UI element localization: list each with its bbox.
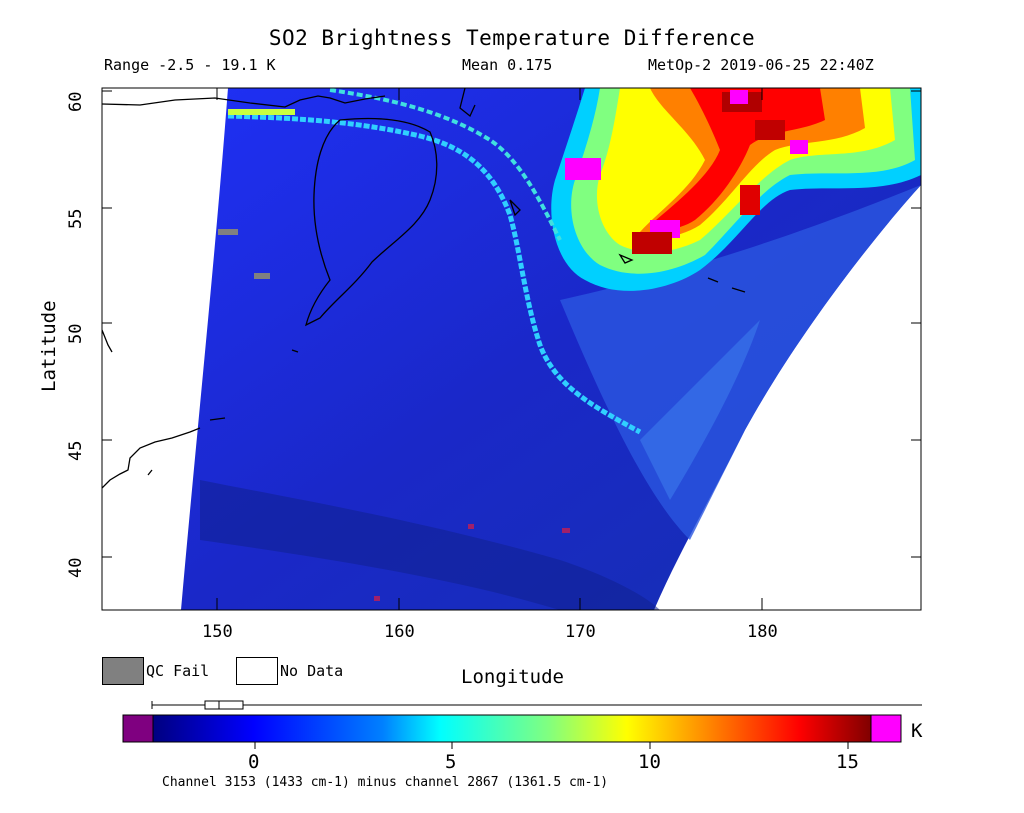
coastlines [102,88,746,489]
channel-caption: Channel 3153 (1433 cm-1) minus channel 2… [162,775,609,790]
x-axis-label: Longitude [461,666,564,688]
range-text: Range -2.5 - 19.1 K [104,56,276,74]
colorbar [152,714,872,743]
qc-fail-pixel [218,229,238,235]
so2-plume [551,88,921,291]
y-axis-label: Latitude [38,300,60,392]
colorbar-below-range [122,714,154,743]
colorbar-tick-label: 0 [248,751,260,773]
map-title: SO2 Brightness Temperature Difference [268,26,756,50]
colorbar-unit: K [911,720,923,742]
colorbar-tick-label: 10 [638,751,661,773]
colorbar-tick-label: 5 [445,751,457,773]
y-tick-label: 45 [66,440,86,461]
x-ticks [216,88,763,610]
colorbar-tick-label: 15 [836,751,859,773]
satellite-time-text: MetOp-2 2019-06-25 22:40Z [648,56,874,74]
y-ticks [102,90,921,558]
y-tick-label: 55 [66,208,86,229]
x-tick-label: 180 [747,622,778,642]
y-tick-label: 50 [66,323,86,344]
colorbar-ticks [254,742,849,749]
qc-fail-swatch [102,657,144,685]
x-tick-label: 170 [565,622,596,642]
mean-text: Mean 0.175 [462,56,553,74]
x-tick-label: 150 [202,622,233,642]
qc-fail-pixel [254,273,270,279]
plot-frame [101,87,922,611]
no-data-swatch [236,657,278,685]
distribution-indicator [151,700,922,710]
colorbar-above-range [870,714,902,743]
x-tick-label: 160 [384,622,415,642]
swath-dark-band [200,480,660,610]
y-tick-label: 40 [66,557,86,578]
y-tick-label: 60 [66,91,86,112]
so2-arc-feature [227,113,642,435]
no-data-label: No Data [280,662,344,680]
map-plot-area [102,88,921,610]
qc-fail-label: QC Fail [146,662,210,680]
